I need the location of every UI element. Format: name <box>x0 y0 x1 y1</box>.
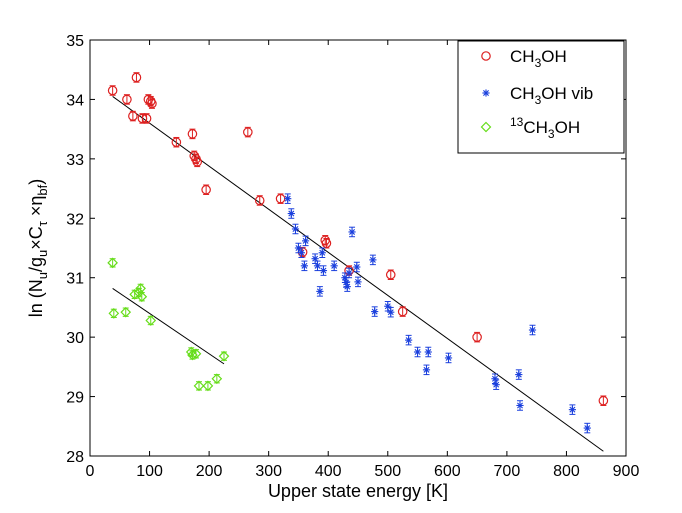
data-point <box>211 373 223 385</box>
x-tick-label: 500 <box>374 463 401 480</box>
data-point <box>171 137 182 148</box>
data-point <box>330 262 338 270</box>
y-tick-label: 28 <box>66 449 84 466</box>
data-point <box>190 348 202 360</box>
data-point <box>122 94 132 105</box>
data-point <box>107 257 118 269</box>
y-tick-label: 29 <box>66 390 84 407</box>
legend-label: 13CH3OH <box>510 115 580 141</box>
data-point <box>218 350 230 362</box>
data-point <box>384 302 392 310</box>
data-point <box>254 195 265 206</box>
data-point <box>405 336 413 344</box>
data-point <box>107 85 118 96</box>
y-tick-label: 35 <box>66 33 84 50</box>
data-point <box>147 98 157 109</box>
data-point <box>413 348 422 356</box>
y-tick-label: 31 <box>66 271 84 288</box>
x-tick-label: 300 <box>255 463 282 480</box>
series-circle <box>107 72 609 406</box>
data-point <box>492 381 500 389</box>
data-point <box>319 266 328 275</box>
x-axis-label: Upper state energy [K] <box>268 481 448 501</box>
x-tick-label: 600 <box>434 463 461 480</box>
data-point <box>120 306 132 318</box>
legend-marker <box>481 51 491 61</box>
data-point <box>291 225 300 233</box>
series-star <box>284 193 591 434</box>
data-point <box>202 380 214 392</box>
data-point <box>321 238 332 249</box>
data-point <box>318 249 326 257</box>
data-point <box>187 349 198 361</box>
data-point <box>345 269 353 277</box>
data-point <box>287 209 295 218</box>
x-tick-label: 0 <box>86 463 95 480</box>
data-point <box>515 370 523 379</box>
data-point <box>343 283 351 291</box>
fit-line <box>112 287 225 365</box>
y-tick-label: 34 <box>66 92 84 109</box>
data-points <box>107 72 609 434</box>
data-point <box>297 249 306 257</box>
data-point <box>316 287 324 295</box>
data-point <box>397 306 408 317</box>
data-point <box>354 278 362 286</box>
legend-label: CH3OH <box>510 47 567 70</box>
data-point <box>348 228 356 236</box>
data-point <box>300 262 308 270</box>
x-tick-label: 800 <box>553 463 580 480</box>
data-point <box>387 308 395 316</box>
data-point <box>444 354 453 362</box>
y-tick-label: 33 <box>66 152 84 169</box>
data-point <box>145 315 157 326</box>
data-point <box>141 113 152 124</box>
legend: CH3OH CH3OH vib 13CH3OH <box>457 40 625 154</box>
legend-marker <box>480 121 492 133</box>
axis-ticks: 0 100 200 300 400 500 600 700 800 900 28 29 30 31 32 33… <box>66 33 639 480</box>
data-point <box>353 263 361 271</box>
data-point <box>424 348 432 356</box>
data-point <box>422 366 431 374</box>
data-point <box>528 326 537 334</box>
data-point <box>568 406 576 414</box>
data-point <box>313 262 322 270</box>
data-point <box>187 129 198 139</box>
y-axis-label: ln (Nu/gu×Cτ ×ηbf) <box>26 179 50 318</box>
data-point <box>193 380 205 392</box>
legend-label: CH3OH vib <box>510 84 593 107</box>
x-tick-label: 400 <box>315 463 342 480</box>
data-point <box>371 307 379 316</box>
data-point <box>385 269 396 280</box>
data-point <box>491 375 499 383</box>
data-point <box>192 157 202 167</box>
data-point <box>131 72 142 83</box>
data-point <box>136 291 148 303</box>
x-tick-label: 100 <box>136 463 163 480</box>
y-tick-label: 32 <box>66 211 84 228</box>
data-point <box>516 401 524 410</box>
data-point <box>301 237 310 245</box>
x-tick-label: 700 <box>494 463 521 480</box>
data-point <box>243 127 253 137</box>
data-point <box>369 256 377 264</box>
data-point <box>284 195 292 203</box>
x-tick-label: 900 <box>613 463 640 480</box>
data-point <box>108 308 120 319</box>
series-diamond <box>107 257 230 392</box>
data-point <box>472 332 482 342</box>
x-tick-label: 200 <box>196 463 223 480</box>
data-point <box>201 184 211 195</box>
y-tick-label: 30 <box>66 330 84 347</box>
data-point <box>598 395 609 406</box>
data-point <box>583 424 591 432</box>
data-point <box>128 111 138 121</box>
legend-marker <box>482 89 490 97</box>
